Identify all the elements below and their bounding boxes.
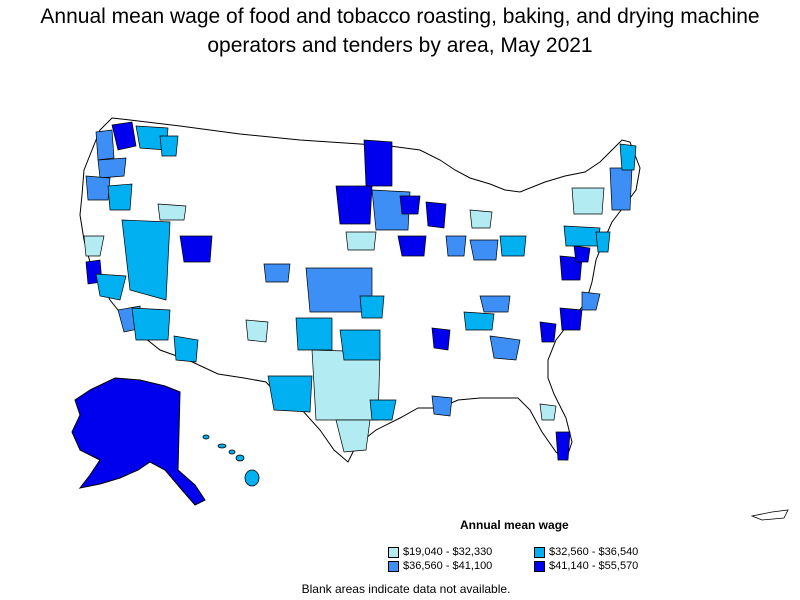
area-or-east bbox=[107, 183, 133, 211]
map-title: Annual mean wage of food and tobacco roa… bbox=[40, 5, 760, 57]
area-wa-west bbox=[95, 129, 115, 161]
area-nebraska bbox=[345, 231, 377, 251]
legend-item-2: $32,560 - $36,540 bbox=[534, 546, 638, 558]
area-pa bbox=[563, 225, 601, 247]
area-georgia-north bbox=[489, 335, 521, 361]
area-nm bbox=[245, 319, 269, 343]
area-md bbox=[573, 245, 591, 263]
legend-label-3: $36,560 - $41,100 bbox=[403, 560, 493, 572]
area-tx-south bbox=[335, 419, 371, 453]
legend-label-2: $32,560 - $36,540 bbox=[549, 546, 639, 558]
area-tx-panhandle bbox=[295, 317, 333, 351]
area-seattle bbox=[111, 121, 137, 151]
area-tx-central bbox=[311, 349, 381, 421]
legend-swatch-3 bbox=[388, 560, 399, 572]
area-iowa bbox=[397, 235, 427, 257]
area-sd-east bbox=[335, 185, 373, 225]
area-mn-small bbox=[399, 195, 421, 215]
area-az-south bbox=[173, 335, 199, 363]
area-fl-north bbox=[539, 403, 557, 421]
area-arizona bbox=[131, 307, 171, 341]
area-nc-coast bbox=[581, 291, 601, 311]
footnote: Blank areas indicate data not available. bbox=[301, 582, 511, 596]
hawaii-islands bbox=[202, 434, 260, 487]
area-tx-west bbox=[267, 375, 313, 413]
legend-swatch-2 bbox=[534, 546, 545, 558]
area-idaho bbox=[157, 203, 187, 221]
legend-title: Annual mean wage bbox=[460, 518, 569, 532]
area-spokane bbox=[159, 135, 179, 157]
area-utah bbox=[179, 235, 213, 263]
area-ohio bbox=[499, 235, 527, 257]
area-portland bbox=[97, 157, 127, 179]
area-tx-coast bbox=[369, 399, 397, 421]
area-tennessee bbox=[463, 311, 495, 331]
area-ny bbox=[571, 187, 605, 215]
area-indiana bbox=[469, 239, 499, 261]
alaska-outline bbox=[71, 377, 206, 506]
area-or-west bbox=[85, 175, 111, 201]
area-florida bbox=[555, 431, 571, 461]
area-nc bbox=[559, 307, 583, 331]
legend-item-1: $19,040 - $32,330 bbox=[388, 546, 492, 558]
area-ca-central bbox=[95, 273, 127, 301]
area-ok bbox=[359, 295, 385, 319]
area-louisiana bbox=[431, 395, 453, 417]
area-illinois bbox=[445, 235, 467, 257]
area-wisconsin bbox=[425, 201, 447, 229]
puerto-rico-outline bbox=[750, 509, 789, 521]
legend-item-3: $36,560 - $41,100 bbox=[388, 560, 492, 572]
area-nj bbox=[595, 231, 611, 253]
legend-swatch-1 bbox=[388, 546, 399, 558]
legend-label-4: $41,140 - $55,570 bbox=[549, 560, 639, 572]
area-michigan bbox=[469, 209, 493, 229]
area-nd-east bbox=[363, 139, 393, 187]
area-new-england bbox=[609, 167, 633, 211]
area-kentucky bbox=[479, 295, 511, 313]
area-regions bbox=[83, 121, 637, 461]
area-sc bbox=[539, 321, 557, 343]
area-nevada bbox=[121, 219, 171, 301]
area-arkansas bbox=[431, 327, 451, 351]
legend-item-4: $41,140 - $55,570 bbox=[534, 560, 638, 572]
legend-swatch-4 bbox=[534, 560, 545, 572]
area-ca-north bbox=[83, 235, 105, 257]
area-tx-east bbox=[339, 329, 381, 361]
legend-label-1: $19,040 - $32,330 bbox=[403, 546, 493, 558]
area-maine bbox=[619, 143, 637, 171]
area-colorado-small bbox=[263, 263, 291, 283]
